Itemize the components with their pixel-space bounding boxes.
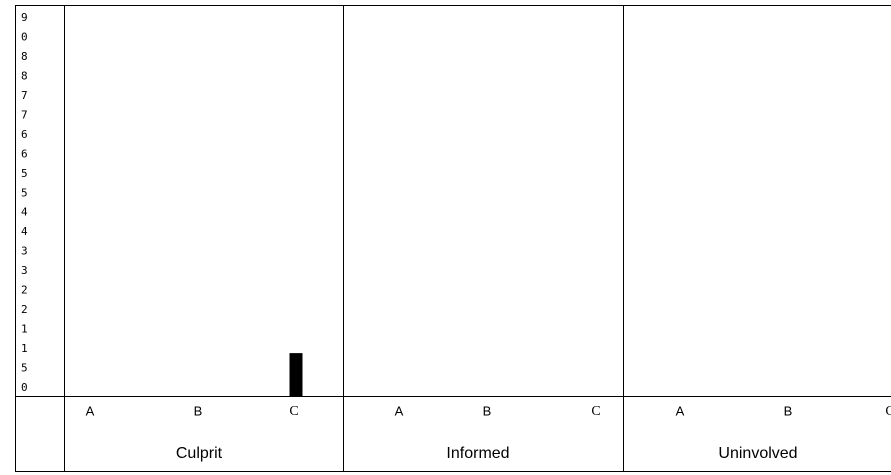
x-tick-label: C — [885, 404, 891, 419]
x-tick-label: A — [86, 403, 95, 418]
y-axis-label: 4 — [21, 225, 28, 238]
x-tick-label: A — [676, 403, 685, 418]
x-tick-label: C — [591, 404, 600, 419]
y-axis-label: 6 — [21, 147, 28, 160]
x-tick-label: C — [289, 404, 298, 419]
y-axis-label: 2 — [21, 303, 28, 316]
y-axis-label: 5 — [21, 167, 28, 180]
x-tick-label: A — [395, 403, 404, 418]
y-axis-label: 9 — [21, 11, 28, 24]
y-axis-label: 3 — [21, 264, 28, 277]
x-tick-label: B — [483, 403, 492, 418]
bar — [289, 353, 303, 396]
y-axis-label: 5 — [21, 362, 28, 375]
y-axis-label: 5 — [21, 186, 28, 199]
group-label: Culprit — [176, 445, 223, 462]
y-axis-label: 6 — [21, 128, 28, 141]
x-tick-label: B — [194, 403, 203, 418]
chart-frame — [15, 5, 891, 472]
y-axis-label: 8 — [21, 50, 28, 63]
y-axis-label: 7 — [21, 108, 28, 121]
y-axis-label: 8 — [21, 69, 28, 82]
y-axis-label: 4 — [21, 206, 28, 219]
y-axis-label: 1 — [21, 342, 28, 355]
y-axis-label: 7 — [21, 89, 28, 102]
y-axis-label: 2 — [21, 284, 28, 297]
y-axis-label: 0 — [21, 30, 28, 43]
y-axis-label: 3 — [21, 245, 28, 258]
x-tick-label: B — [784, 403, 793, 418]
y-axis-label: 0 — [21, 381, 28, 394]
group-label: Uninvolved — [718, 445, 797, 462]
group-label: Informed — [446, 445, 509, 462]
y-axis-label: 1 — [21, 323, 28, 336]
